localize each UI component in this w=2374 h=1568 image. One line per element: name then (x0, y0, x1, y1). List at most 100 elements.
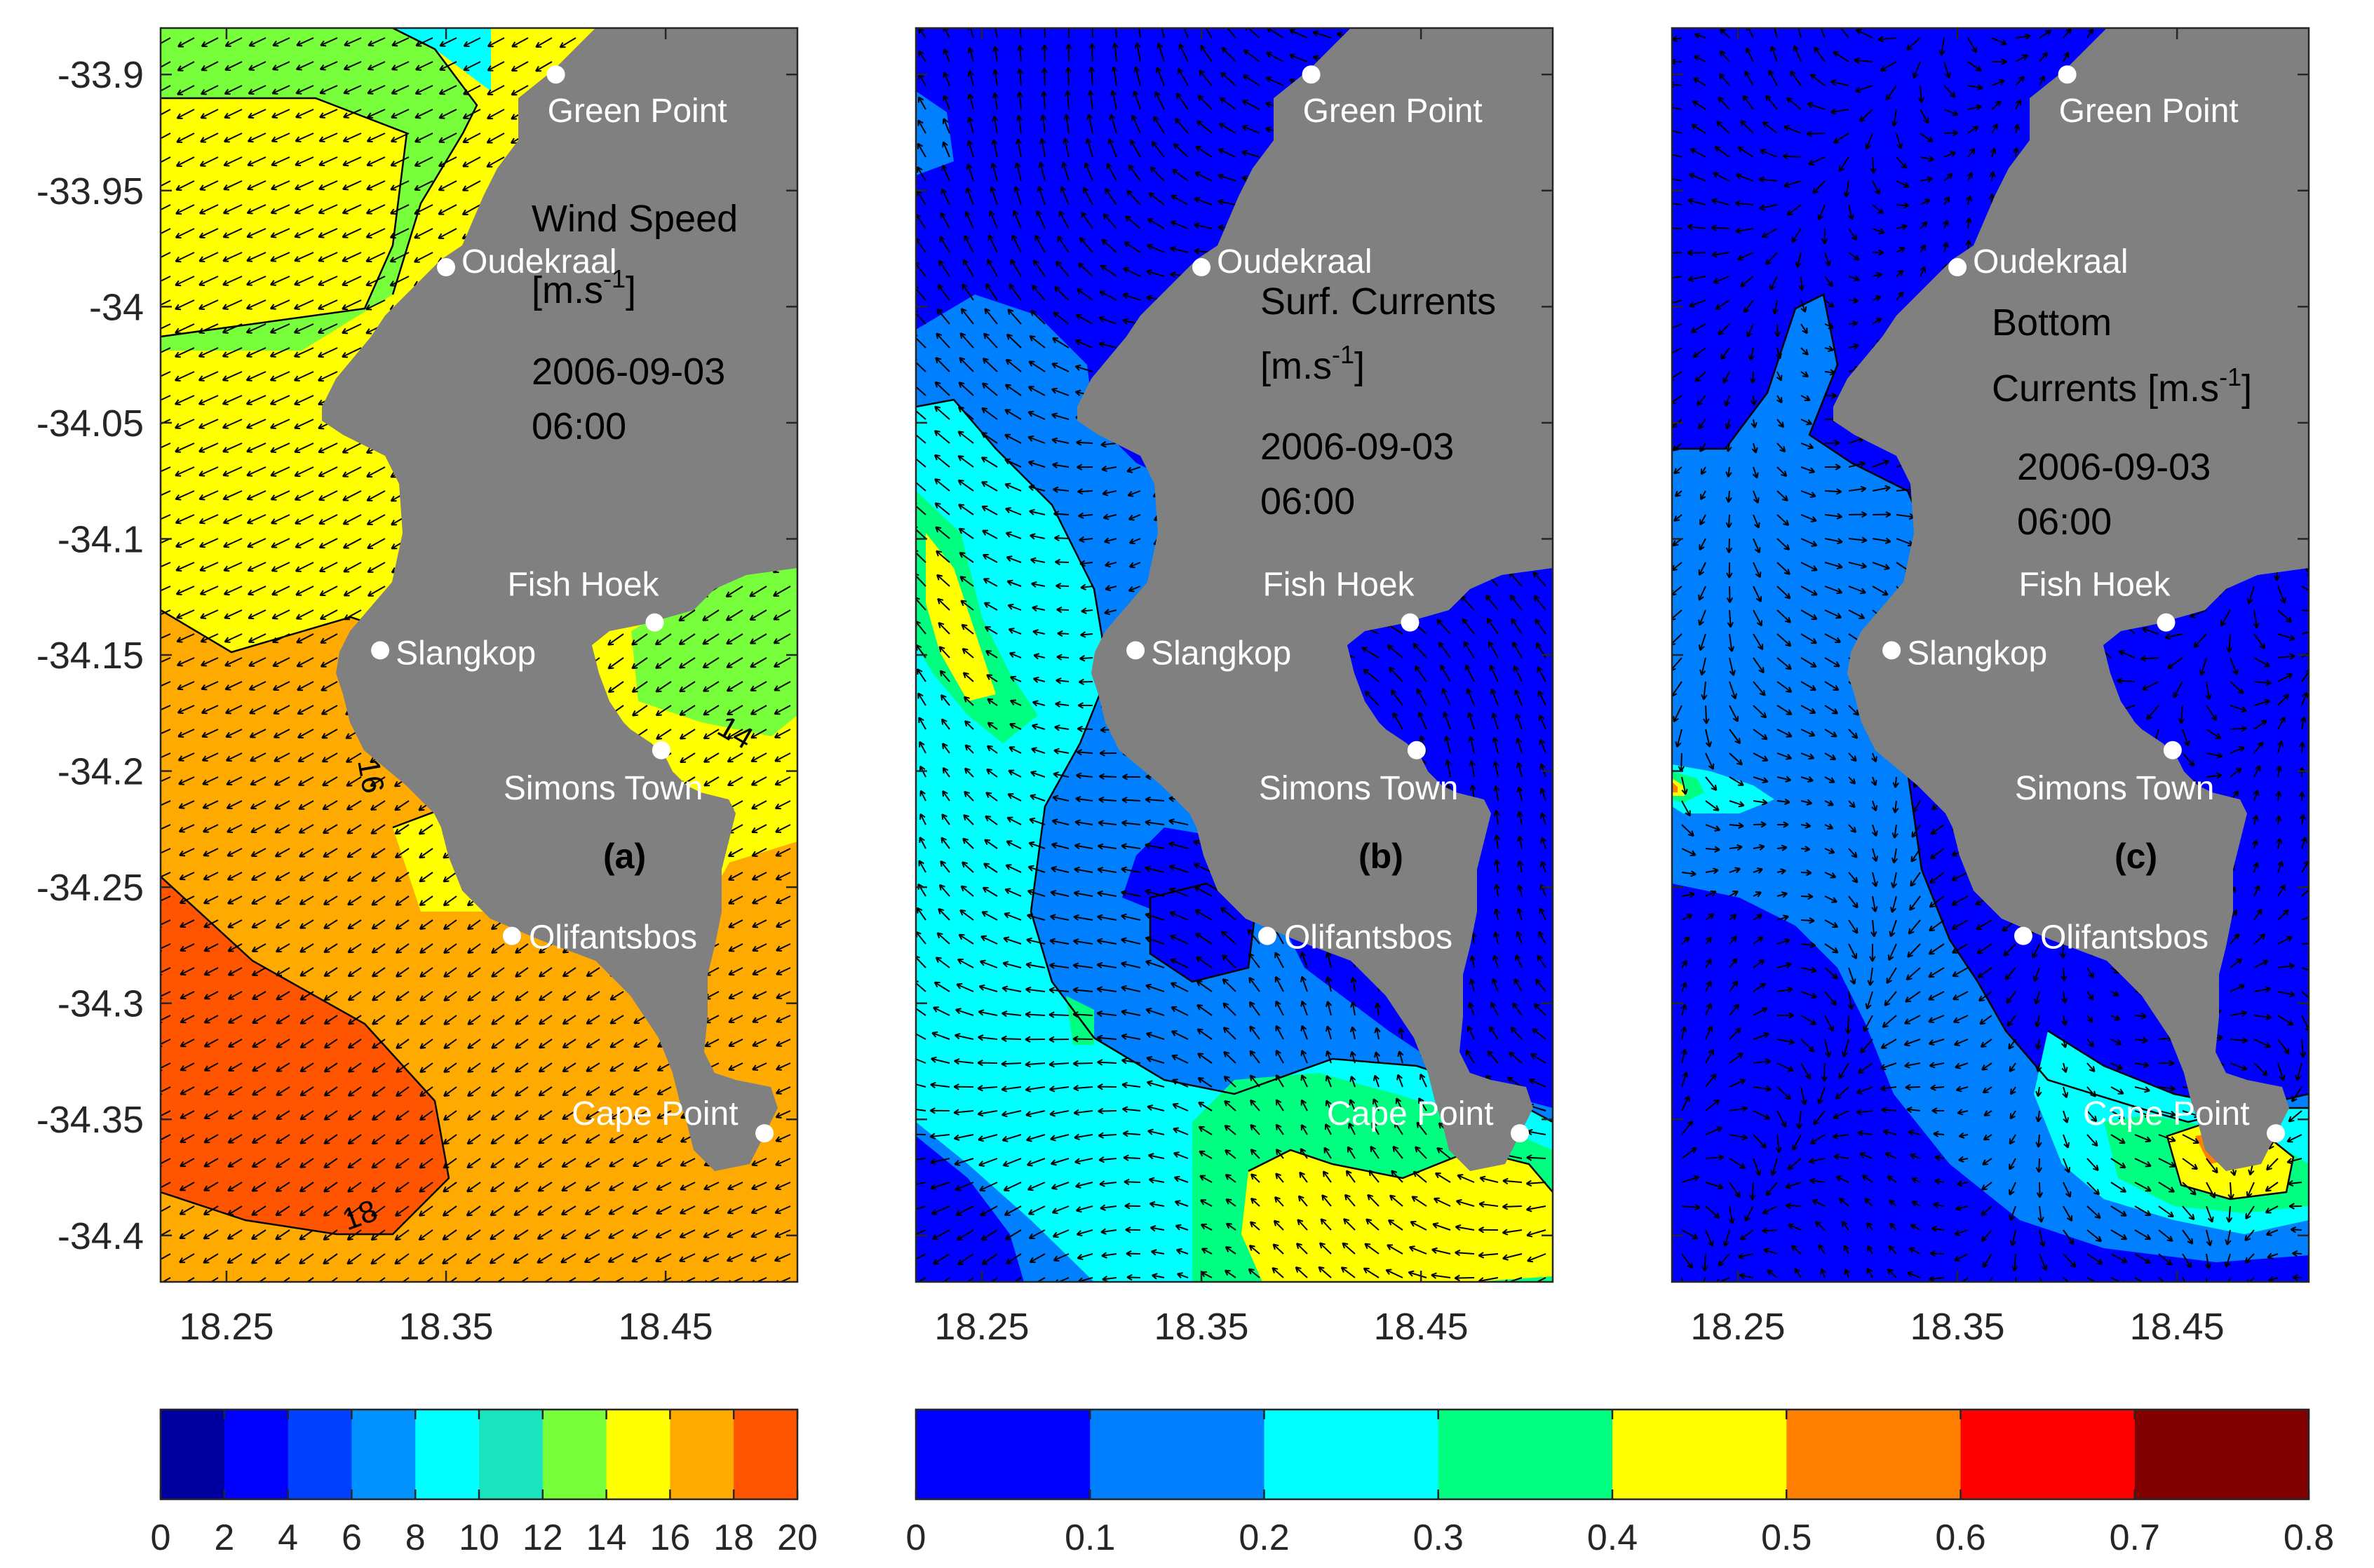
vector-arrow (438, 180, 457, 191)
vector-arrow (371, 848, 386, 858)
vector-arrow (294, 442, 314, 453)
vector-arrow (275, 848, 290, 858)
vector-arrow (750, 752, 767, 762)
vector-arrow-head (943, 72, 950, 76)
vector-arrow-head (323, 1214, 330, 1217)
vector-arrow-head (491, 1043, 495, 1049)
vector-arrow-head (395, 856, 401, 859)
vector-arrow-head (224, 65, 229, 71)
vector-arrow (918, 28, 926, 39)
vector-arrow-head (323, 1066, 328, 1072)
vector-arrow-head (728, 945, 733, 952)
vector-arrow-head (969, 116, 974, 122)
vector-arrow-head (372, 1067, 376, 1073)
vector-arrow (1173, 143, 1189, 158)
vector-arrow-head (177, 755, 183, 761)
vector-arrow-head (248, 65, 253, 70)
vector-arrow (224, 633, 243, 643)
vector-arrow-head (656, 1161, 661, 1167)
vector-arrow-head (1126, 189, 1133, 194)
vector-arrow-head (774, 1208, 780, 1214)
vector-arrow-head (177, 660, 182, 666)
vector-arrow (295, 133, 314, 142)
vector-arrow (372, 967, 386, 978)
vector-arrow (1044, 44, 1046, 62)
vector-arrow-head (276, 1137, 280, 1144)
vector-arrow-head (466, 1210, 471, 1216)
vector-arrow-head (1289, 53, 1295, 56)
vector-arrow-head (727, 1231, 731, 1238)
vector-arrow (271, 538, 290, 548)
vector-arrow (319, 109, 338, 119)
vector-arrow-head (343, 116, 349, 119)
vector-arrow-head (539, 994, 543, 1001)
vector-arrow (224, 609, 243, 619)
vector-arrow (1131, 115, 1141, 134)
vector-arrow-head (323, 1262, 330, 1265)
vector-arrow-head (751, 804, 756, 809)
panel-label: (a) (603, 837, 646, 876)
contour-line (1248, 1149, 1553, 1193)
vector-arrow-head (179, 1233, 184, 1239)
vector-arrow-head (200, 613, 205, 619)
vector-arrow-head (154, 90, 156, 95)
vector-arrow (414, 156, 433, 167)
vector-arrow (370, 800, 386, 811)
vector-arrow (366, 466, 386, 478)
vector-arrow (776, 919, 791, 928)
vector-arrow (967, 140, 974, 158)
vector-arrow-head (151, 471, 155, 475)
place-marker (437, 258, 456, 277)
vector-arrow-head (394, 852, 399, 858)
vector-arrow (776, 1039, 791, 1047)
vector-arrow (562, 1086, 576, 1096)
vector-arrow-head (776, 1140, 782, 1142)
vector-arrow-head (941, 165, 944, 171)
vector-arrow-head (271, 188, 277, 191)
vector-arrow-head (251, 1210, 255, 1216)
vector-arrow (539, 967, 553, 978)
vector-arrow (391, 85, 410, 95)
vector-arrow-head (656, 1089, 661, 1095)
vector-arrow-head (1135, 20, 1138, 25)
vector-arrow-head (562, 1042, 567, 1048)
vector-arrow-head (462, 161, 467, 167)
vector-arrow-head (491, 1022, 498, 1025)
vector-arrow (515, 1015, 529, 1025)
vector-arrow-head (703, 757, 708, 763)
vector-arrow (295, 514, 314, 525)
vector-arrow (396, 919, 410, 930)
vector-arrow (994, 93, 998, 110)
vector-arrow (199, 562, 219, 572)
vector-arrow (198, 371, 219, 381)
vector-arrow (223, 562, 243, 572)
vector-arrow-head (245, 304, 251, 309)
vector-arrow-head (513, 1186, 518, 1192)
vector-arrow-head (680, 1137, 685, 1142)
vector-arrow (180, 895, 195, 904)
vector-arrow (1041, 138, 1046, 158)
vector-arrow-head (180, 993, 184, 999)
vector-arrow-head (199, 541, 204, 548)
vector-arrow (419, 1205, 433, 1217)
vector-arrow (294, 299, 314, 310)
vector-arrow-head (203, 994, 208, 999)
vector-arrow-head (1111, 66, 1114, 73)
vector-arrow-head (413, 257, 419, 263)
vector-arrow (248, 37, 267, 47)
vector-arrow (704, 1039, 720, 1047)
vector-arrow-head (252, 1065, 256, 1072)
vector-arrow-head (276, 1042, 281, 1048)
vector-arrow-head (1312, 32, 1318, 37)
vector-arrow-head (1289, 29, 1294, 35)
vector-arrow-head (251, 1283, 254, 1287)
vector-arrow (775, 848, 791, 857)
vector-arrow-head (156, 1018, 160, 1022)
vector-arrow-head (1159, 20, 1163, 24)
vector-arrow (252, 943, 267, 952)
vector-arrow-head (703, 709, 708, 715)
vector-arrow-head (367, 567, 372, 573)
vector-arrow-head (179, 807, 185, 809)
vector-arrow-head (203, 1209, 208, 1215)
